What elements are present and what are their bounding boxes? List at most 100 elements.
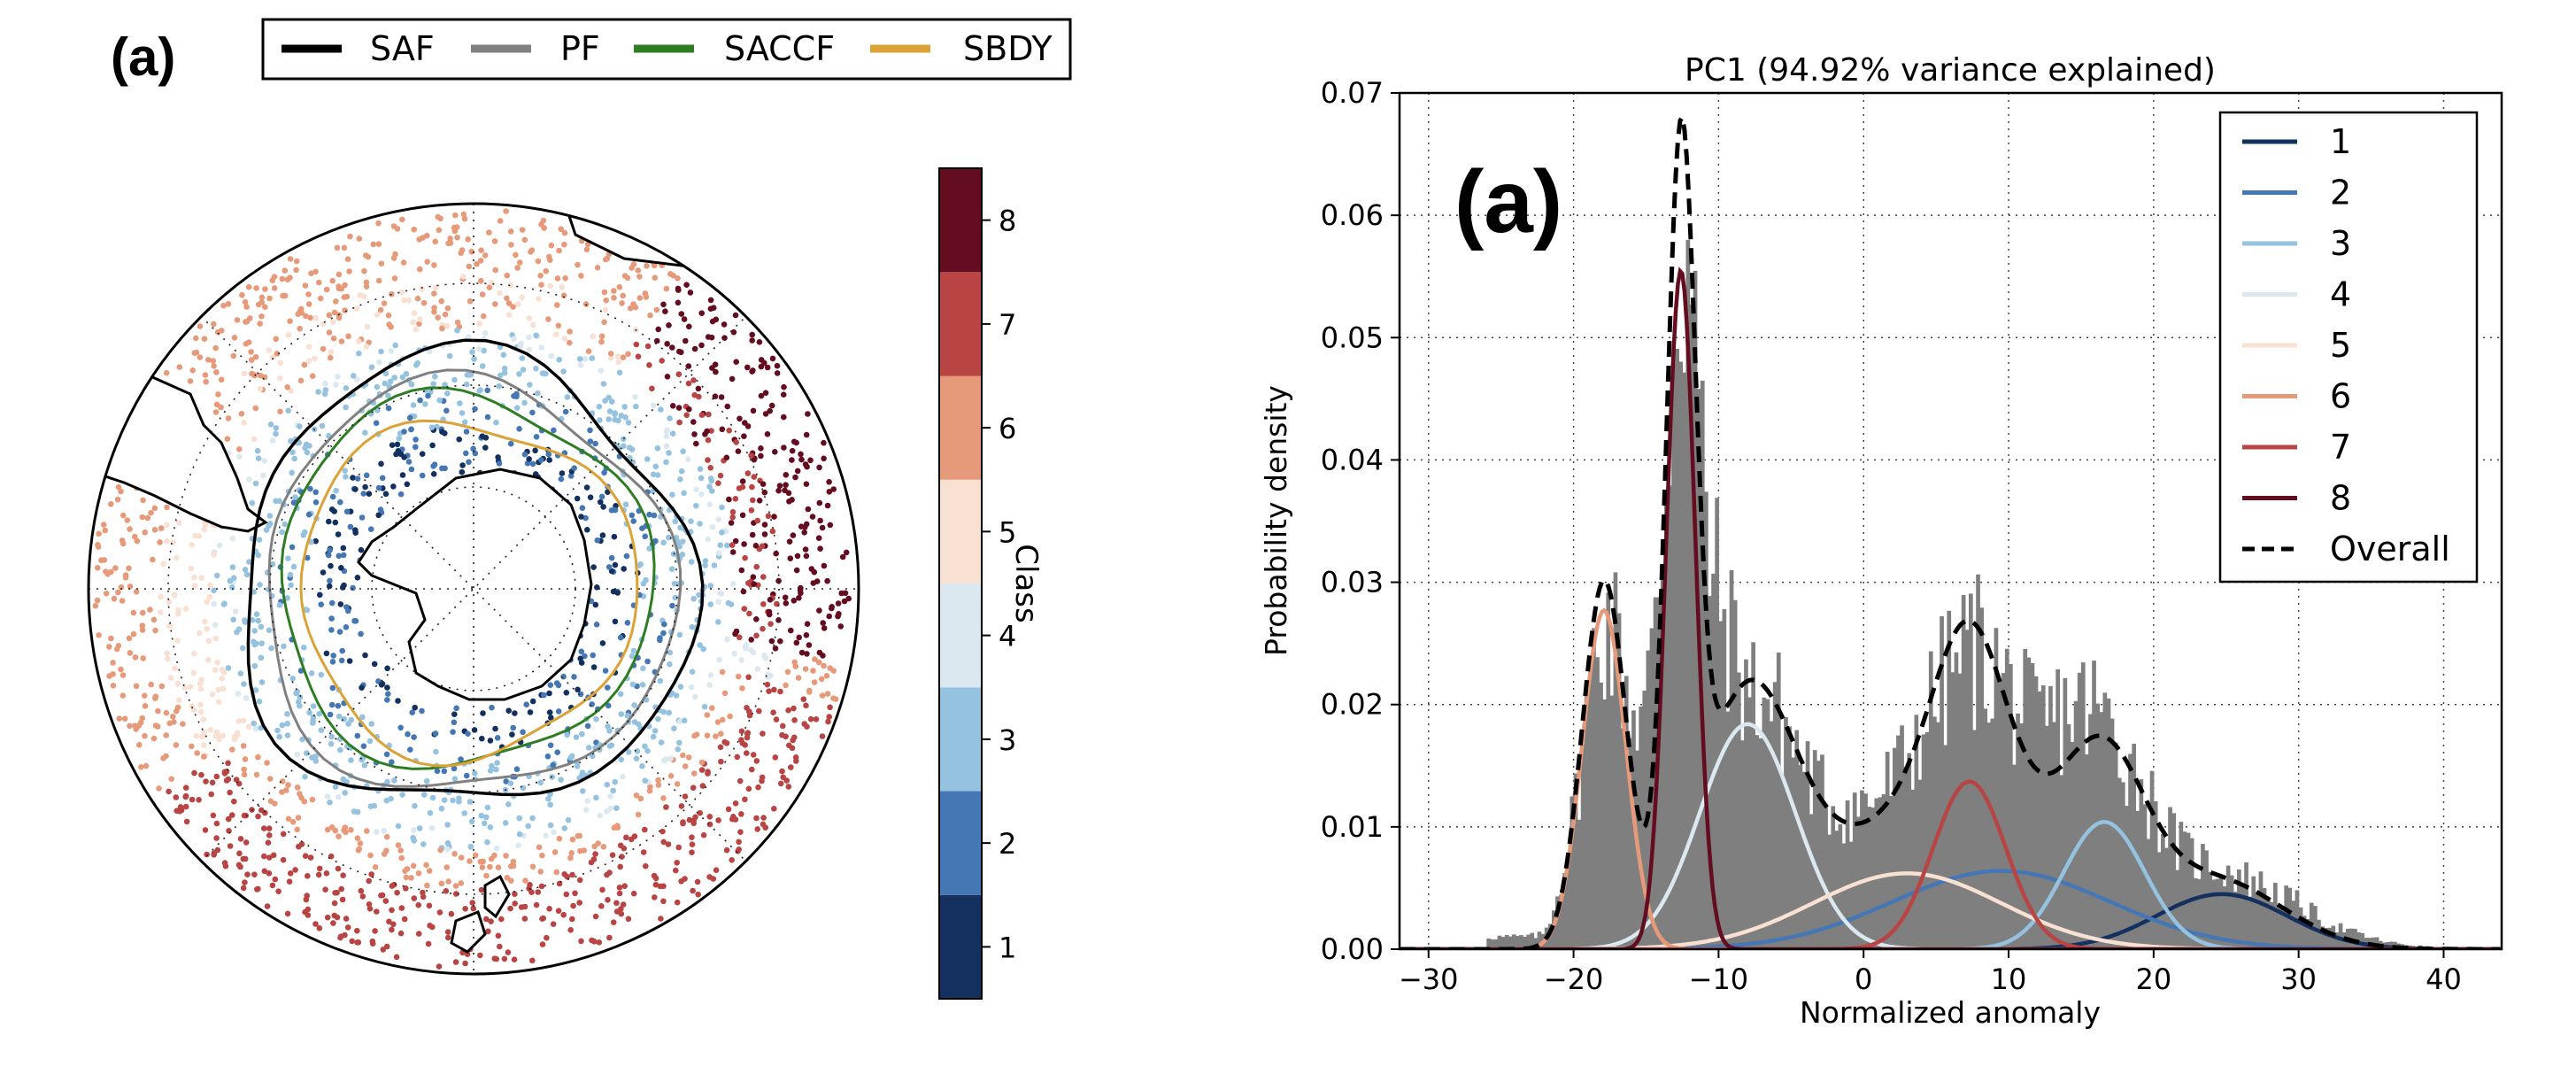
hist-bar-151 (2033, 676, 2039, 949)
class-point-2031 (690, 887, 696, 894)
class-point-1804 (510, 724, 516, 731)
class-point-1388 (617, 634, 624, 641)
class-point-1369 (231, 335, 238, 341)
class-point-1259 (106, 644, 112, 650)
class-point-421 (503, 778, 509, 784)
class-point-323 (312, 489, 320, 496)
class-point-993 (603, 808, 610, 815)
class-point-2079 (298, 841, 305, 847)
class-point-850 (673, 867, 679, 874)
hist-bar-10 (1523, 936, 1527, 949)
class-point-464 (326, 518, 332, 525)
class-point-529 (360, 491, 367, 497)
class-point-2060 (466, 459, 472, 466)
class-point-1747 (343, 624, 350, 630)
hist-bar-135 (1976, 574, 1980, 949)
class-point-1053 (640, 849, 647, 855)
class-point-2025 (665, 841, 672, 847)
class-point-1809 (279, 529, 286, 536)
class-point-2150 (427, 809, 434, 816)
class-point-1390 (423, 777, 430, 784)
class-point-573 (330, 335, 337, 342)
class-point-1516 (546, 906, 552, 912)
x-tick-label-0: −30 (1399, 962, 1459, 996)
class-point-1428 (197, 630, 203, 637)
class-point-281 (458, 854, 465, 861)
class-point-1638 (556, 835, 563, 842)
class-point-1936 (273, 430, 279, 437)
class-point-77 (798, 649, 806, 656)
class-point-1581 (504, 272, 511, 279)
class-point-266 (343, 385, 350, 391)
class-point-1376 (276, 375, 283, 382)
class-point-1842 (726, 427, 732, 434)
class-point-1572 (388, 348, 395, 354)
class-point-1249 (551, 427, 557, 434)
colorbar-tick-label-8: 8 (999, 205, 1016, 238)
class-point-1709 (163, 753, 169, 760)
class-point-507 (750, 752, 757, 758)
hist-bar-209 (2244, 862, 2248, 949)
class-point-1961 (470, 445, 476, 452)
class-point-267 (451, 376, 458, 383)
class-point-365 (555, 908, 562, 914)
class-point-965 (95, 565, 101, 571)
class-point-1514 (115, 589, 121, 596)
class-point-523 (394, 441, 401, 448)
class-point-1800 (201, 754, 207, 760)
class-point-1308 (728, 520, 735, 526)
class-point-1042 (374, 312, 381, 318)
class-point-1233 (666, 709, 672, 716)
class-point-1631 (343, 404, 349, 411)
class-point-1954 (203, 378, 209, 385)
class-point-60 (249, 617, 256, 623)
class-point-1680 (322, 380, 328, 387)
class-point-750 (730, 581, 737, 587)
class-point-2185 (640, 665, 646, 672)
hist-bar-153 (2040, 685, 2046, 949)
hist-bar-231 (2324, 928, 2328, 949)
class-point-1166 (461, 419, 468, 426)
class-point-1178 (115, 483, 122, 491)
class-point-1056 (332, 784, 339, 790)
class-point-1294 (576, 356, 583, 362)
class-point-1733 (267, 421, 274, 428)
class-point-581 (472, 852, 479, 859)
class-point-56 (304, 750, 310, 756)
hist-bar-115 (1903, 767, 1908, 949)
class-point-2382 (239, 291, 245, 298)
class-point-2200 (725, 806, 732, 813)
class-point-999 (681, 316, 688, 322)
class-point-2235 (721, 335, 728, 342)
class-point-678 (667, 415, 673, 421)
hist-bar-33 (1606, 592, 1611, 949)
class-point-102 (572, 890, 578, 897)
class-point-841 (760, 601, 767, 607)
class-point-1172 (134, 537, 141, 545)
class-point-328 (561, 229, 568, 236)
class-point-1343 (660, 301, 667, 308)
class-point-1075 (660, 795, 667, 801)
class-point-2125 (715, 817, 721, 823)
class-point-1364 (119, 537, 126, 544)
class-point-263 (487, 824, 494, 831)
class-point-200 (330, 920, 336, 926)
class-point-692 (403, 885, 409, 892)
class-point-1175 (766, 608, 773, 615)
class-point-446 (639, 682, 646, 688)
class-point-934 (280, 856, 287, 863)
class-point-2097 (613, 805, 620, 811)
hist-bar-217 (2273, 883, 2278, 949)
sbdy-front-line (299, 419, 639, 768)
class-point-1825 (748, 452, 754, 459)
class-point-747 (533, 434, 540, 440)
class-point-1938 (335, 833, 342, 839)
class-point-1817 (191, 583, 198, 589)
hist-bar-114 (1900, 725, 1904, 949)
class-point-2092 (823, 673, 830, 679)
class-point-1049 (496, 460, 503, 467)
class-point-878 (690, 377, 697, 383)
class-point-2233 (760, 574, 767, 580)
class-point-2091 (373, 420, 380, 427)
class-point-2338 (712, 393, 719, 400)
